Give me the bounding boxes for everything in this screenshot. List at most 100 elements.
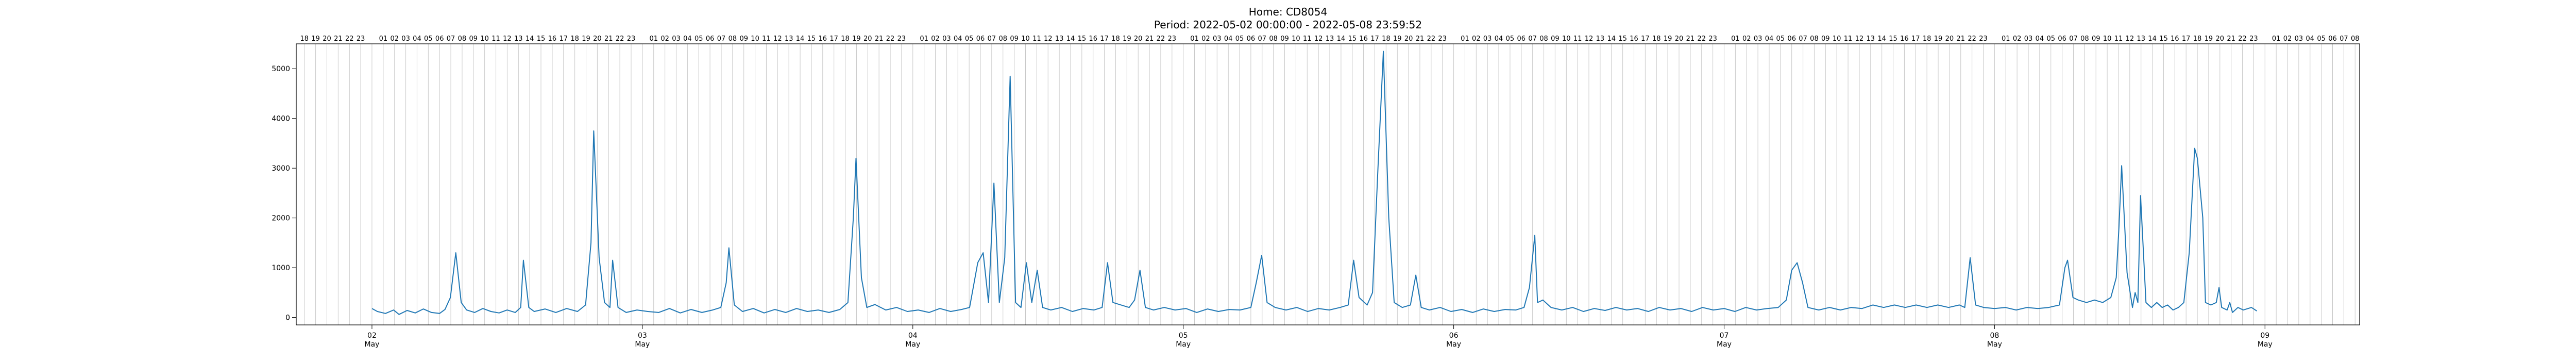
hour-label: 01: [2002, 35, 2010, 43]
hour-label: 18: [1111, 35, 1120, 43]
series-line: [371, 51, 2258, 315]
hour-label: 08: [998, 35, 1007, 43]
hour-label: 15: [2159, 35, 2168, 43]
hour-label: 18: [1382, 35, 1391, 43]
hour-label: 20: [1675, 35, 1684, 43]
hour-label: 21: [875, 35, 884, 43]
hour-label: 11: [1844, 35, 1853, 43]
hour-label: 19: [1664, 35, 1672, 43]
hour-label: 22: [886, 35, 895, 43]
hour-label: 02: [1472, 35, 1481, 43]
x-tick-sublabel: May: [1987, 340, 2002, 349]
hour-label: 20: [2216, 35, 2225, 43]
hour-label: 10: [1292, 35, 1300, 43]
hour-label: 19: [582, 35, 590, 43]
x-tick-sublabel: May: [635, 340, 650, 349]
hour-label: 08: [2080, 35, 2089, 43]
hour-label: 14: [1607, 35, 1616, 43]
hour-label: 17: [1370, 35, 1379, 43]
hour-label: 12: [1314, 35, 1323, 43]
x-tick-sublabel: May: [1717, 340, 1732, 349]
hour-label: 03: [942, 35, 951, 43]
hour-label: 17: [560, 35, 568, 43]
y-tick-label: 4000: [272, 115, 290, 123]
hour-label: 03: [672, 35, 681, 43]
hour-label: 09: [2092, 35, 2100, 43]
hour-label: 10: [1021, 35, 1030, 43]
hour-label: 17: [2182, 35, 2191, 43]
hour-label: 19: [311, 35, 320, 43]
hour-label: 22: [1427, 35, 1436, 43]
hour-label: 05: [2046, 35, 2055, 43]
hour-label: 21: [1416, 35, 1425, 43]
hour-label: 20: [1404, 35, 1413, 43]
hour-label: 13: [1867, 35, 1875, 43]
hour-label: 16: [548, 35, 557, 43]
hour-label: 20: [863, 35, 872, 43]
hour-label: 21: [1956, 35, 1965, 43]
hour-label: 13: [1326, 35, 1334, 43]
hour-label: 04: [2036, 35, 2044, 43]
hour-label: 10: [751, 35, 759, 43]
hour-label: 23: [627, 35, 636, 43]
hour-label: 18: [841, 35, 850, 43]
hour-label: 03: [1213, 35, 1222, 43]
y-tick-label: 0: [285, 314, 290, 322]
hour-label: 11: [1573, 35, 1582, 43]
hour-label: 07: [988, 35, 996, 43]
hour-label: 23: [1438, 35, 1447, 43]
hour-label: 20: [1945, 35, 1954, 43]
hour-label: 05: [694, 35, 703, 43]
hour-label: 13: [2137, 35, 2145, 43]
hour-label: 18: [300, 35, 309, 43]
hour-label: 01: [1731, 35, 1740, 43]
hour-label: 16: [1359, 35, 1368, 43]
hour-label: 06: [976, 35, 985, 43]
hour-label: 06: [2328, 35, 2337, 43]
hour-label: 03: [401, 35, 410, 43]
hour-label: 22: [1697, 35, 1706, 43]
hour-label: 06: [2058, 35, 2066, 43]
hour-label: 14: [526, 35, 534, 43]
hour-label: 10: [480, 35, 489, 43]
hour-label: 19: [852, 35, 861, 43]
hour-label: 05: [1776, 35, 1785, 43]
hour-label: 14: [1066, 35, 1075, 43]
x-tick-sublabel: May: [905, 340, 920, 349]
hour-label: 06: [1787, 35, 1796, 43]
hour-label: 08: [2351, 35, 2360, 43]
hour-label: 17: [829, 35, 838, 43]
hour-label: 21: [334, 35, 343, 43]
hour-label: 20: [593, 35, 602, 43]
hour-label: 03: [2024, 35, 2033, 43]
hour-label: 03: [1483, 35, 1492, 43]
hour-label: 07: [1258, 35, 1267, 43]
hour-label: 16: [1630, 35, 1638, 43]
hour-label: 12: [1585, 35, 1594, 43]
hour-label: 13: [785, 35, 793, 43]
y-axis: 0 1000 2000 3000 4000 5000: [272, 65, 296, 322]
hour-label: 12: [503, 35, 512, 43]
hour-label: 04: [2306, 35, 2314, 43]
hour-label: 15: [807, 35, 816, 43]
y-tick-label: 2000: [272, 215, 290, 223]
chart-title: Home: CD8054: [1249, 6, 1327, 18]
hour-label: 13: [1596, 35, 1605, 43]
hour-label: 07: [2069, 35, 2078, 43]
hour-label: 08: [1810, 35, 1819, 43]
hour-label: 15: [1078, 35, 1087, 43]
hour-label: 10: [1562, 35, 1571, 43]
hour-label: 20: [323, 35, 331, 43]
hour-label: 10: [1833, 35, 1841, 43]
x-tick-sublabel: May: [2258, 340, 2273, 349]
hour-label: 16: [1900, 35, 1909, 43]
data-series: [371, 51, 2258, 315]
hour-label: 14: [1337, 35, 1346, 43]
hour-label: 22: [1968, 35, 1976, 43]
hour-label: 02: [1201, 35, 1210, 43]
chart-subtitle: Period: 2022-05-02 00:00:00 - 2022-05-08…: [1154, 19, 1422, 31]
hour-label: 12: [773, 35, 782, 43]
hour-label: 23: [2249, 35, 2258, 43]
x-tick-label: 04: [908, 332, 918, 340]
x-tick-sublabel: May: [1446, 340, 1461, 349]
